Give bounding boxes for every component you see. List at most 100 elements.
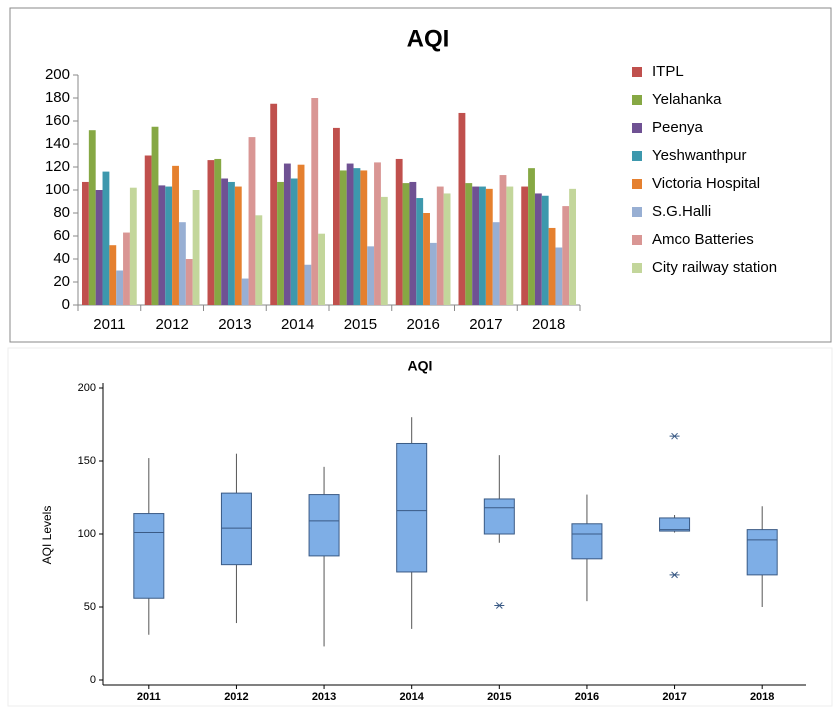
legend-label: Yeshwanthpur (652, 147, 747, 164)
bar (499, 175, 507, 305)
bar (109, 245, 117, 305)
y-tick-label: 0 (62, 296, 70, 313)
bar (185, 259, 193, 305)
legend-label: Yelahanka (652, 91, 722, 108)
legend-swatch (632, 235, 642, 245)
bar (290, 178, 298, 305)
y-tick-label: 160 (45, 112, 70, 129)
bar (283, 163, 291, 305)
x-tick-label: 2015 (487, 691, 511, 703)
x-tick-label: 2016 (575, 691, 599, 703)
x-tick-label: 2018 (750, 691, 774, 703)
bar (521, 186, 529, 305)
y-axis-label: AQI Levels (40, 506, 54, 565)
bar (492, 222, 500, 305)
bar (311, 98, 319, 305)
bar (221, 178, 229, 305)
bar (123, 232, 130, 305)
legend-label: City railway station (652, 259, 777, 276)
y-tick-label: 40 (53, 250, 70, 267)
legend-swatch (632, 123, 642, 133)
box (396, 442, 428, 573)
chart-title: AQI (407, 25, 450, 52)
box (746, 529, 778, 576)
legend-swatch (632, 151, 642, 161)
bar (304, 264, 312, 305)
bar (360, 170, 368, 305)
bar (465, 183, 473, 305)
bar (151, 126, 159, 305)
bar (548, 227, 556, 305)
y-tick-label: 100 (45, 181, 70, 198)
box (659, 517, 691, 532)
bar (144, 155, 152, 305)
y-tick-label: 140 (45, 135, 70, 152)
legend-swatch (632, 67, 642, 77)
bar (346, 163, 354, 305)
bar (472, 186, 480, 305)
bar (416, 198, 424, 305)
bar (479, 186, 486, 305)
bar (380, 196, 388, 305)
bar (562, 206, 570, 305)
bar (443, 193, 451, 305)
chart-title: AQI (408, 358, 433, 374)
bar (339, 170, 347, 305)
bar (541, 195, 549, 305)
bar (88, 130, 96, 305)
bar (429, 242, 437, 305)
x-tick-label: 2015 (344, 316, 377, 333)
box (133, 513, 165, 599)
y-tick-label: 120 (45, 158, 70, 175)
bar (374, 162, 381, 305)
bar (129, 187, 137, 305)
bar (228, 181, 235, 305)
x-tick-label: 2011 (93, 316, 125, 333)
outlier (494, 602, 505, 609)
bar (158, 185, 166, 305)
legend-label: S.G.Halli (652, 203, 711, 220)
box (483, 498, 515, 535)
bar (318, 233, 325, 305)
bar (402, 183, 410, 305)
legend-label: Peenya (652, 119, 704, 136)
y-tick-label: 60 (53, 227, 70, 244)
bar (423, 213, 430, 305)
bar (458, 112, 466, 305)
legend-swatch (632, 207, 642, 217)
x-tick-label: 2014 (281, 316, 314, 333)
bar (534, 193, 542, 305)
bar (116, 270, 124, 305)
bar (241, 278, 249, 305)
bar (409, 181, 417, 305)
box (220, 492, 252, 566)
x-tick-label: 2011 (137, 691, 161, 703)
y-tick-label: 100 (78, 528, 96, 540)
bar (207, 160, 215, 305)
bar (192, 190, 200, 305)
bar (485, 188, 493, 305)
x-tick-label: 2017 (662, 691, 686, 703)
bar (506, 186, 514, 305)
legend-label: Amco Batteries (652, 231, 754, 248)
bar (234, 186, 242, 305)
x-tick-label: 2012 (224, 691, 248, 703)
bar (277, 181, 284, 305)
bar (333, 127, 340, 306)
outlier (669, 571, 680, 579)
box (308, 494, 340, 557)
bar (214, 158, 222, 305)
outlier (669, 432, 680, 440)
legend-label: ITPL (652, 63, 684, 80)
bar (528, 168, 535, 305)
bar (95, 190, 103, 305)
bar (270, 103, 278, 305)
x-tick-label: 2018 (532, 316, 565, 333)
x-tick-label: 2013 (312, 691, 336, 703)
legend-label: Victoria Hospital (652, 175, 760, 192)
bar (395, 158, 403, 305)
x-tick-label: 2014 (399, 691, 424, 703)
bar (82, 181, 89, 305)
legend-swatch (632, 179, 642, 189)
